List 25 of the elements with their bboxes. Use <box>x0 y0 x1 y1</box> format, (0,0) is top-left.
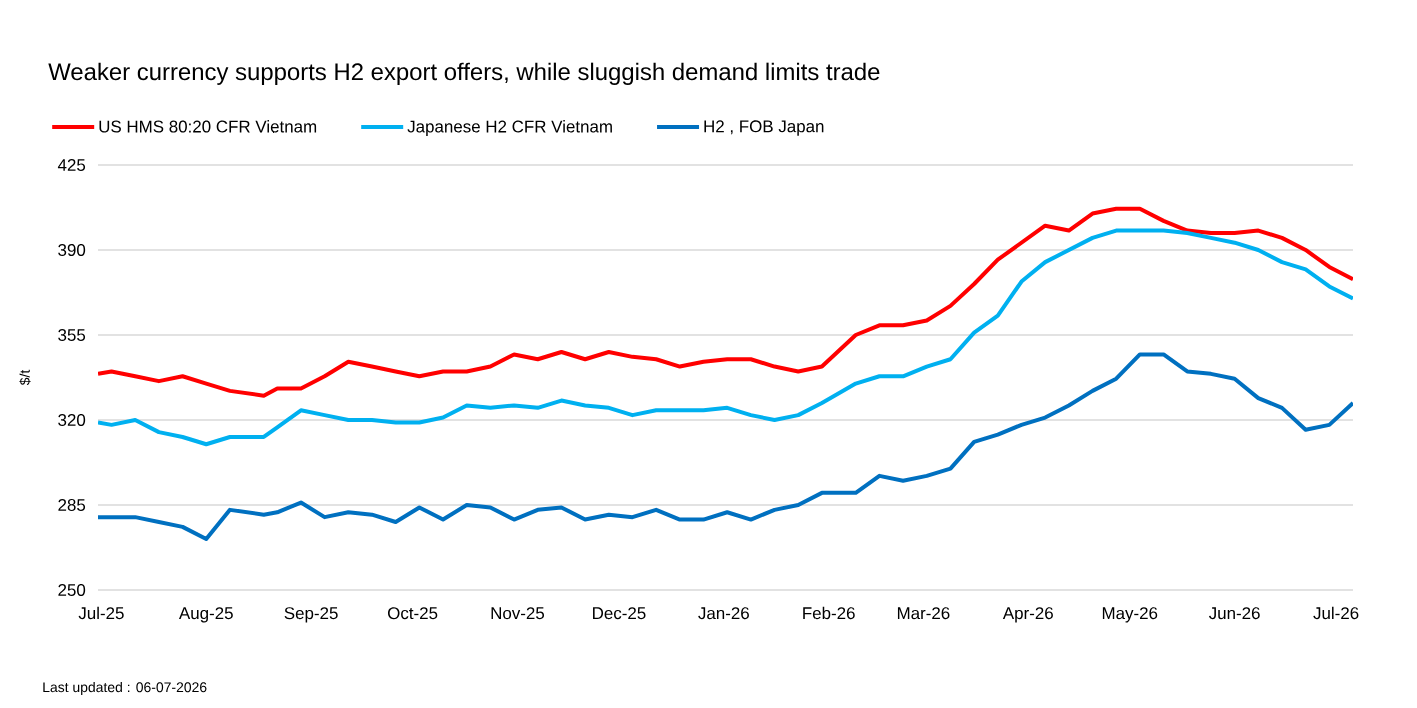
legend-label: H2 , FOB Japan <box>704 120 824 136</box>
x-tick-label: May-26 <box>1102 607 1158 623</box>
y-tick-label: 390 <box>58 244 86 256</box>
x-tick-label: Jul-26 <box>1313 606 1359 620</box>
x-tick-label: Aug-25 <box>178 607 233 623</box>
x-tick-label: Dec-25 <box>593 607 646 620</box>
x-tick-label: Apr-26 <box>1002 607 1053 623</box>
x-tick-label: Nov-25 <box>491 607 545 620</box>
x-tick-label: Jul-25 <box>78 606 124 620</box>
x-tick-label: Oct-25 <box>387 607 438 620</box>
y-tick-label: 355 <box>58 329 86 341</box>
legend-label: US HMS 80:20 CFR Vietnam <box>99 120 317 133</box>
y-tick-label: 285 <box>58 499 86 511</box>
x-tick-label: Mar-26 <box>897 607 950 620</box>
x-tick-label: Jan-26 <box>698 607 749 620</box>
text: Last updated : 06-07-2026 <box>43 681 207 695</box>
y-tick-label: 320 <box>58 414 86 426</box>
chart-title: Weaker currency supports H2 export offers, while sluggish demand limits trade <box>48 62 880 85</box>
x-tick-label: Feb-26 <box>803 606 855 620</box>
x-tick-label: Jun-26 <box>1208 607 1260 620</box>
legend-label: Japanese H2 CFR Vietnam <box>407 120 612 136</box>
y-tick-label: 250 <box>58 584 86 596</box>
y-axis-title: $/t <box>19 369 31 386</box>
x-tick-label: Sep-25 <box>284 607 338 623</box>
y-tick-label: 425 <box>57 159 86 171</box>
